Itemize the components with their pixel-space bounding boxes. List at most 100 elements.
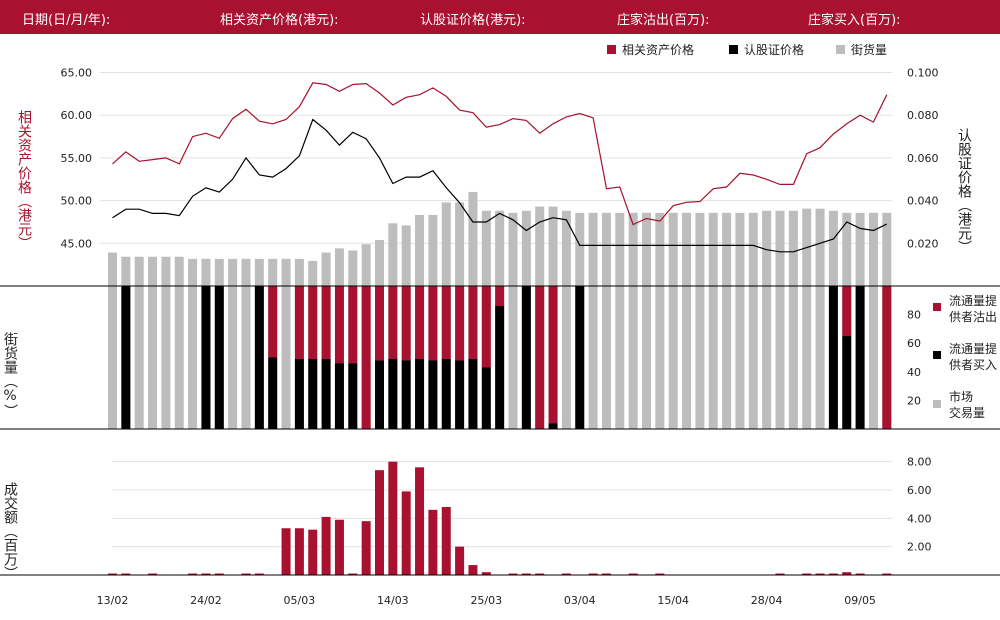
mm-buy-bar [268,357,278,429]
axis-ticks: 45.00 50.00 55.00 60.00 65.00 0.020 0.040 0.060… [61,67,939,607]
mm-sell-bar [428,286,438,361]
y-tick-volume: 80 [907,309,921,322]
mm-buy-bar [415,358,425,429]
market-volume-bar [161,286,171,429]
market-volume-bar [134,286,144,429]
mm-buy-bar [308,358,318,429]
market-volume-bar [628,286,638,429]
mm-buy-bar [575,286,585,429]
mm-buy-bar [481,367,491,429]
mm-buy-bar [401,360,411,429]
mm-sell-bar [481,286,491,368]
outstanding-bar [855,212,865,286]
y-tick-volume: 60 [907,337,921,350]
turnover-bar [388,461,398,575]
mm-buy-bar [294,358,304,429]
turnover-bar [428,509,438,575]
market-volume-bar [655,286,665,429]
y-tick-underlying: 50.00 [61,195,93,208]
legend-outstanding-label: 街货量 [851,42,887,57]
y-tick-volume: 40 [907,366,921,379]
x-tick-label: 28/04 [751,594,783,607]
underlying-price-line [112,82,888,226]
market-volume-bar [241,286,251,429]
outstanding-bar [281,258,291,286]
y-tick-underlying: 45.00 [61,237,93,250]
mm-buy-bar [428,360,438,429]
market-volume-bar [228,286,238,429]
turnover-bar [628,573,638,575]
y-tick-warrant: 0.080 [907,109,939,122]
mm-buy-bar [334,363,344,429]
outstanding-bar [642,212,651,286]
mm-sell-bar [308,286,318,359]
outstanding-bar [495,210,505,286]
mm-buy-bar [121,286,131,429]
outstanding-bar [148,256,158,286]
legend-outstanding-swatch [836,45,845,54]
header-date: 日期(日/月/年): [22,13,111,28]
market-volume-bar [682,286,692,429]
turnover-bar [201,573,211,575]
outstanding-bar [428,214,438,286]
turnover-bar [415,467,425,575]
mm-sell-bar [842,286,852,337]
turnover-bar [361,521,371,575]
legend-buy-swatch [933,351,941,359]
turnover-bar [334,519,344,575]
outstanding-bar [201,258,211,286]
turnover-bar [375,470,384,575]
y-tick-underlying: 55.00 [61,152,93,165]
outstanding-bar [401,225,411,286]
market-volume-bar [148,286,158,429]
market-volume-bar [188,286,198,429]
turnover-bar [802,573,812,575]
mm-buy-bar [348,363,358,429]
header-mm-sell: 庄家沽出(百万): [617,13,710,28]
outstanding-bar [882,212,892,286]
turnover-bar [321,516,331,575]
turnover-bar [561,573,571,575]
mm-buy-bar [201,286,211,429]
y-tick-warrant: 0.040 [907,195,939,208]
mm-sell-bar [388,286,398,359]
outstanding-bar [748,212,758,286]
header-mm-buy: 庄家买入(百万): [808,13,901,28]
outstanding-bar [722,212,732,286]
market-volume-bar [508,286,518,429]
outstanding-bar [655,212,665,286]
turnover-bar [588,573,598,575]
outstanding-bar [254,258,264,286]
x-tick-label: 15/04 [657,594,689,607]
outstanding-bar [561,210,571,286]
turnover-bar [308,529,318,575]
market-volume-bar [735,286,745,429]
turnover-bar [294,528,304,575]
market-volume-bar [775,286,785,429]
outstanding-bar [695,212,705,286]
outstanding-bar [535,206,545,286]
outstanding-bar [441,202,451,286]
mm-sell-bar [348,286,358,364]
turnover-bars [108,461,892,575]
outstanding-bar [762,210,772,286]
header-underlying: 相关资产价格(港元): [220,13,339,28]
legend-market-swatch [933,400,941,408]
market-volume-bar [802,286,812,429]
mm-sell-bar [334,286,344,364]
market-volume-bar [281,286,291,429]
turnover-bar [855,573,865,575]
outstanding-bar [828,210,838,286]
legend-mid: 流通量提 供者沽出 流通量提 供者买入 市场 交易量 [933,293,997,420]
outstanding-bar [735,212,745,286]
outstanding-bar [375,240,384,286]
outstanding-bar [174,256,184,286]
outstanding-bar [161,256,171,286]
turnover-bar [882,573,892,575]
mm-sell-bar [375,286,384,361]
x-tick-label: 24/02 [190,594,222,607]
market-volume-bar [722,286,732,429]
turnover-bar [121,573,131,575]
outstanding-bar [268,258,278,286]
outstanding-bar [214,258,224,286]
